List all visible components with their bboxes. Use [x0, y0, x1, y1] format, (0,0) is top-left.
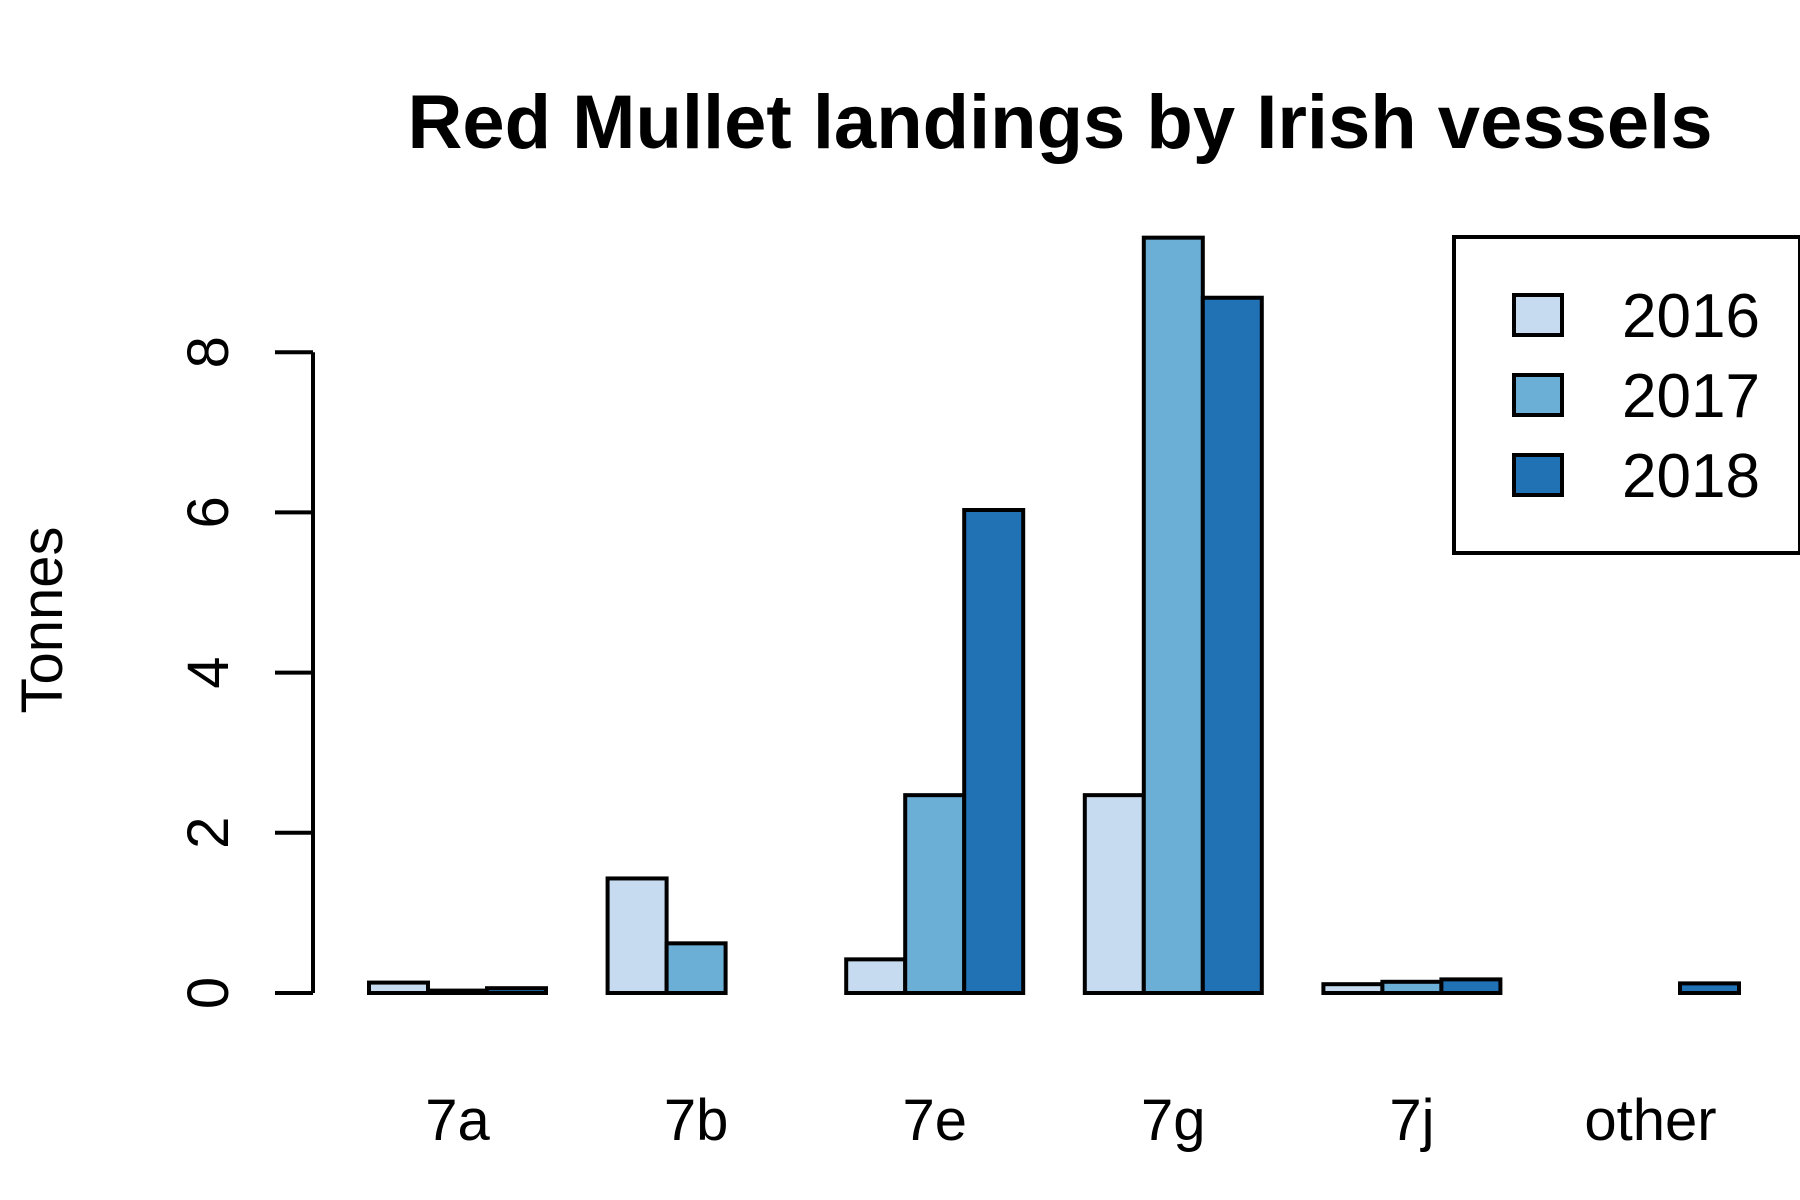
x-tick-label: 7g — [1141, 1088, 1206, 1153]
bar-7g-2017 — [1141, 235, 1205, 996]
y-tick-label: 0 — [176, 977, 241, 1009]
bar-7j-2016 — [1321, 982, 1385, 996]
bar-7b-2017 — [664, 941, 728, 996]
chart-title: Red Mullet landings by Irish vessels — [407, 80, 1712, 165]
legend: 2016 2017 2018 — [1452, 235, 1800, 555]
bar-7b-2016 — [605, 876, 669, 995]
y-tick-label: 6 — [176, 496, 241, 528]
bar-7e-2017 — [903, 793, 967, 996]
y-axis: 0 2 4 6 8 — [176, 336, 315, 1009]
legend-label-2016: 2016 — [1622, 282, 1760, 351]
bar-7a-2016 — [367, 980, 430, 995]
legend-swatch-2018 — [1512, 453, 1564, 497]
bar-7a-2018 — [485, 986, 548, 995]
x-tick-label: 7e — [902, 1088, 967, 1153]
bar-7e-2018 — [962, 507, 1026, 995]
x-tick-label: 7b — [664, 1088, 729, 1153]
y-tick-label: 8 — [176, 336, 241, 368]
bar-7g-2016 — [1082, 793, 1146, 996]
x-tick-label: other — [1584, 1088, 1716, 1153]
legend-box — [1452, 235, 1800, 555]
x-axis-labels: 7a 7b 7e 7g 7j other — [425, 1088, 1716, 1153]
legend-swatch-2016 — [1512, 293, 1564, 337]
bar-7e-2016 — [844, 957, 908, 995]
x-tick-label: 7j — [1389, 1088, 1434, 1153]
bar-other-2018 — [1678, 981, 1741, 995]
bar-7j-2017 — [1380, 979, 1444, 996]
x-tick-label: 7a — [425, 1088, 490, 1153]
y-tick-label: 4 — [176, 656, 241, 688]
bar-7a-2017 — [426, 988, 489, 995]
legend-label-2018: 2018 — [1622, 442, 1760, 511]
bar-7j-2018 — [1439, 977, 1503, 995]
bar-group — [367, 235, 1741, 996]
legend-swatch-2017 — [1512, 373, 1564, 417]
y-tick-label: 2 — [176, 817, 241, 849]
y-axis-label: Tonnes — [10, 526, 75, 713]
legend-label-2017: 2017 — [1622, 362, 1760, 431]
bar-7g-2018 — [1200, 295, 1264, 995]
